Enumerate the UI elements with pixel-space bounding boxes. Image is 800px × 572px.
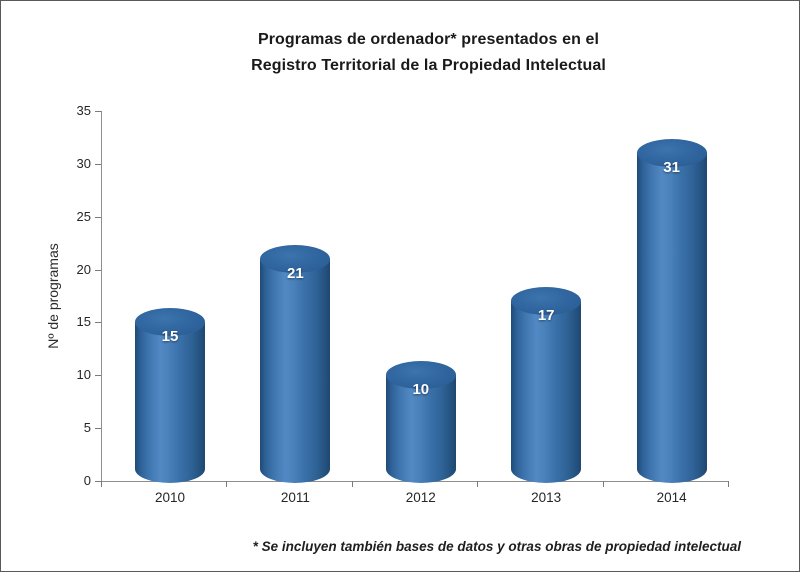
x-category-label-2013: 2013	[531, 490, 562, 505]
x-category-label-2014: 2014	[656, 490, 687, 505]
bar-cylinder-2010: 15	[135, 308, 205, 483]
x-tick-mark-4	[602, 481, 604, 487]
x-tick-mark-2	[351, 481, 353, 487]
x-tick-mark-0	[101, 481, 102, 487]
bar-top-2011	[260, 245, 331, 273]
bar-body-2011	[260, 259, 331, 469]
y-tick-label-20: 20	[76, 261, 91, 277]
y-tick-label-0: 0	[83, 473, 91, 488]
y-tick-label-30: 30	[76, 155, 91, 171]
y-tick-label-35: 35	[76, 103, 91, 118]
bar-cylinder-2012: 10	[385, 361, 456, 483]
x-tick-mark-3	[477, 481, 479, 487]
bar-value-label-2011: 21	[287, 265, 304, 282]
bar-cylinder-2014: 31	[636, 139, 707, 483]
y-tick-mark-10	[95, 375, 101, 377]
y-tick-mark-35	[95, 111, 101, 112]
y-tick-mark-25	[95, 216, 101, 218]
bar-top-2012	[385, 361, 456, 390]
x-category-label-2012: 2012	[405, 490, 436, 505]
bar-top-2013	[511, 287, 582, 316]
y-tick-mark-5	[95, 428, 101, 430]
y-tick-mark-15	[95, 322, 101, 324]
y-tick-mark-20	[95, 269, 101, 271]
y-tick-label-10: 10	[76, 367, 91, 383]
chart-title-line-1: Programas de ordenador* presentados en e…	[257, 31, 600, 48]
bar-body-2014	[636, 153, 707, 469]
y-tick-label-5: 5	[83, 420, 91, 436]
footnote: * Se incluyen también bases de datos y o…	[252, 539, 741, 554]
y-tick-label-25: 25	[76, 208, 91, 224]
x-tick-mark-1	[226, 481, 228, 487]
y-axis-title: Nº de programas	[45, 243, 61, 349]
chart-title-line-2: Registro Territorial de la Propiedad Int…	[251, 57, 606, 74]
chart-title: Programas de ordenador* presentados en e…	[56, 27, 799, 79]
y-tick-label-15: 15	[76, 314, 91, 330]
y-tick-mark-0	[95, 481, 101, 482]
x-category-label-2011: 2011	[280, 490, 310, 505]
bar-body-2013	[511, 301, 582, 469]
bar-top-2010	[135, 308, 205, 337]
bar-value-label-2013: 17	[537, 307, 555, 325]
bar-body-2010	[135, 322, 205, 469]
bar-value-label-2014: 31	[663, 159, 680, 177]
x-tick-mark-5	[728, 481, 729, 487]
x-category-label-2010: 2010	[154, 490, 186, 505]
bar-cylinder-2013: 17	[511, 287, 582, 483]
bar-cylinder-2011: 21	[260, 245, 331, 483]
bar-top-2014	[636, 139, 707, 168]
bar-body-2012	[385, 375, 456, 469]
y-axis-line	[101, 111, 102, 482]
y-tick-mark-30	[95, 163, 101, 165]
bar-value-label-2012: 10	[412, 381, 430, 399]
bar-value-label-2010: 15	[161, 328, 179, 346]
